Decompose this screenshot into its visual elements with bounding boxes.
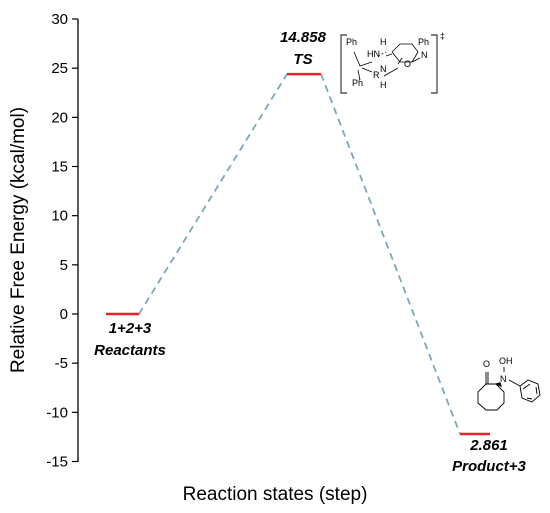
y-tick-label: 20 [51,109,68,126]
ts-dagger: ‡ [440,31,445,41]
product-oh: OH [499,356,513,366]
product-o: O [483,359,490,369]
y-axis-title: Relative Free Energy (kcal/mol) [8,107,29,373]
state-value-label: 2.861 [469,437,508,454]
ts-left-bracket [340,34,347,94]
state-name-label: Product+3 [452,458,526,475]
y-tick-label: -10 [46,404,68,421]
y-tick-label: 10 [51,208,68,225]
ts-n-2: N [421,50,428,60]
connectors [138,73,461,435]
ts-hbond [377,51,387,57]
ts-right-bracket [431,34,438,94]
product-n: N [500,374,507,384]
y-ticks: 30 25 20 15 10 5 0 -5 -10 -15 [46,11,78,471]
ts-ph-1: Ph [346,37,357,47]
ts-hn: HN [367,49,380,59]
state-name-label: Reactants [94,342,166,359]
ts-ph-3: Ph [418,37,429,47]
x-axis-title: Reaction states (step) [183,484,368,505]
ts-r: R [373,70,380,80]
y-tick-label: -5 [55,355,68,372]
ts-h-2: H [380,80,387,90]
state-name-label: TS [293,51,312,68]
ts-h-1: H [380,37,387,47]
product-ring [477,383,505,411]
product-carbonyl [485,372,489,384]
y-tick-label: -15 [46,454,68,471]
y-tick-label: 25 [51,60,68,77]
ts-structure-image: ‡ Ph H HN N R H Ph Ph O N [340,31,445,94]
product-n-bonds [503,367,521,387]
ts-n: N [380,64,387,74]
ts-bonds [353,43,421,81]
y-tick-label: 15 [51,159,68,176]
y-tick-label: 0 [60,306,68,323]
y-tick-label: 5 [60,257,68,274]
ts-o: O [404,59,411,69]
energy-levels [106,72,490,436]
y-tick-label: 30 [51,11,68,28]
state-value-label: 1+2+3 [109,320,152,337]
state-labels: 1+2+3 Reactants 14.858 TS 2.861 Product+3 [94,29,526,475]
product-structure-image: O OH N [477,356,541,411]
state-value-label: 14.858 [280,29,327,46]
connector-line [138,73,288,315]
product-wedge [494,382,502,388]
connector-line [320,73,461,435]
ts-ph-2: Ph [352,78,363,88]
product-phenyl [519,379,541,403]
